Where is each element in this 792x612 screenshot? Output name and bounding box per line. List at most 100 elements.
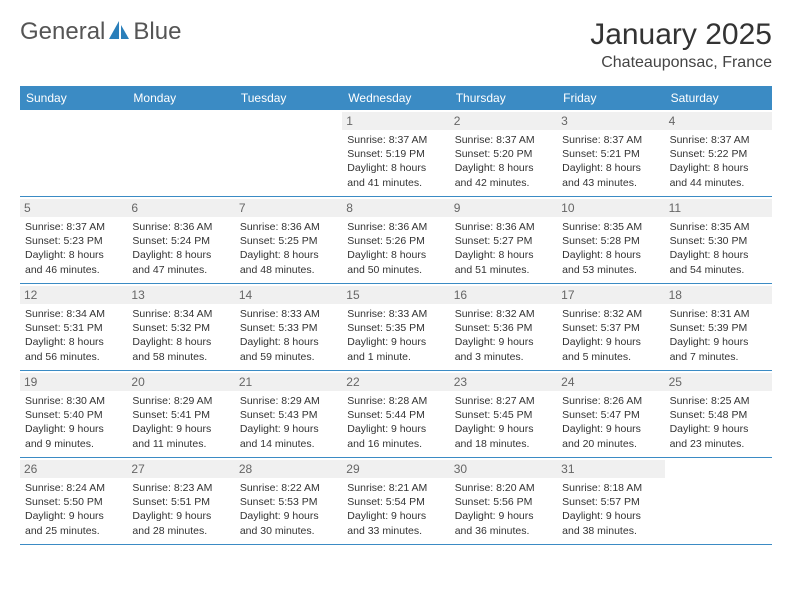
daylight1-text: Daylight: 9 hours <box>455 422 552 436</box>
sunset-text: Sunset: 5:20 PM <box>455 147 552 161</box>
day-number: 27 <box>127 460 234 478</box>
sunset-text: Sunset: 5:39 PM <box>670 321 767 335</box>
sunrise-text: Sunrise: 8:37 AM <box>25 220 122 234</box>
sunset-text: Sunset: 5:57 PM <box>562 495 659 509</box>
sunset-text: Sunset: 5:48 PM <box>670 408 767 422</box>
day-number: 8 <box>342 199 449 217</box>
day-number: 24 <box>557 373 664 391</box>
day-number: 5 <box>20 199 127 217</box>
daylight2-text: and 11 minutes. <box>132 437 229 451</box>
daylight1-text: Daylight: 9 hours <box>670 335 767 349</box>
sunrise-text: Sunrise: 8:33 AM <box>347 307 444 321</box>
daylight1-text: Daylight: 9 hours <box>240 509 337 523</box>
daylight1-text: Daylight: 9 hours <box>25 422 122 436</box>
sunset-text: Sunset: 5:40 PM <box>25 408 122 422</box>
daylight1-text: Daylight: 9 hours <box>670 422 767 436</box>
day-number: 19 <box>20 373 127 391</box>
daylight2-text: and 1 minute. <box>347 350 444 364</box>
day-cell: 16Sunrise: 8:32 AMSunset: 5:36 PMDayligh… <box>450 284 557 370</box>
day-cell: 8 Sunrise: 8:36 AMSunset: 5:26 PMDaylight… <box>342 197 449 283</box>
sunset-text: Sunset: 5:43 PM <box>240 408 337 422</box>
day-cell: 23Sunrise: 8:27 AMSunset: 5:45 PMDayligh… <box>450 371 557 457</box>
sunrise-text: Sunrise: 8:21 AM <box>347 481 444 495</box>
sunrise-text: Sunrise: 8:32 AM <box>562 307 659 321</box>
day-cell: 25 Sunrise: 8:25 AMSunset: 5:48 PMDayligh… <box>665 371 772 457</box>
daylight2-text: and 16 minutes. <box>347 437 444 451</box>
week-row: 19Sunrise: 8:30 AMSunset: 5:40 PMDayligh… <box>20 371 772 458</box>
sunrise-text: Sunrise: 8:33 AM <box>240 307 337 321</box>
day-cell: 4Sunrise: 8:37 AMSunset: 5:22 PMDaylight… <box>665 110 772 196</box>
day-cell: 24Sunrise: 8:26 AMSunset: 5:47 PMDayligh… <box>557 371 664 457</box>
day-number: 30 <box>450 460 557 478</box>
daylight2-text: and 28 minutes. <box>132 524 229 538</box>
day-cell: 11Sunrise: 8:35 AMSunset: 5:30 PMDayligh… <box>665 197 772 283</box>
daylight2-text: and 18 minutes. <box>455 437 552 451</box>
daylight1-text: Daylight: 8 hours <box>347 248 444 262</box>
sunrise-text: Sunrise: 8:37 AM <box>347 133 444 147</box>
daylight2-text: and 48 minutes. <box>240 263 337 277</box>
daylight1-text: Daylight: 9 hours <box>132 509 229 523</box>
sunrise-text: Sunrise: 8:35 AM <box>670 220 767 234</box>
sunset-text: Sunset: 5:41 PM <box>132 408 229 422</box>
day-number: 26 <box>20 460 127 478</box>
day-cell: 18 Sunrise: 8:31 AMSunset: 5:39 PMDayligh… <box>665 284 772 370</box>
daylight1-text: Daylight: 9 hours <box>240 422 337 436</box>
day-cell: 12Sunrise: 8:34 AMSunset: 5:31 PMDayligh… <box>20 284 127 370</box>
daylight1-text: Daylight: 8 hours <box>670 248 767 262</box>
weekday-header: Wednesday <box>342 86 449 110</box>
daylight2-text: and 7 minutes. <box>670 350 767 364</box>
daylight2-text: and 46 minutes. <box>25 263 122 277</box>
sunrise-text: Sunrise: 8:27 AM <box>455 394 552 408</box>
sunrise-text: Sunrise: 8:37 AM <box>562 133 659 147</box>
day-cell: 14Sunrise: 8:33 AMSunset: 5:33 PMDayligh… <box>235 284 342 370</box>
day-cell: 27Sunrise: 8:23 AMSunset: 5:51 PMDayligh… <box>127 458 234 544</box>
title-block: January 2025 Chateauponsac, France <box>590 18 772 72</box>
sunset-text: Sunset: 5:25 PM <box>240 234 337 248</box>
sunrise-text: Sunrise: 8:24 AM <box>25 481 122 495</box>
day-cell: 26Sunrise: 8:24 AMSunset: 5:50 PMDayligh… <box>20 458 127 544</box>
day-number: 22 <box>342 373 449 391</box>
day-cell: 10Sunrise: 8:35 AMSunset: 5:28 PMDayligh… <box>557 197 664 283</box>
daylight2-text: and 54 minutes. <box>670 263 767 277</box>
weekday-header: Saturday <box>665 86 772 110</box>
day-number: 7 <box>235 199 342 217</box>
sunrise-text: Sunrise: 8:25 AM <box>670 394 767 408</box>
sunrise-text: Sunrise: 8:37 AM <box>670 133 767 147</box>
sunrise-text: Sunrise: 8:28 AM <box>347 394 444 408</box>
sunrise-text: Sunrise: 8:26 AM <box>562 394 659 408</box>
day-cell: 17Sunrise: 8:32 AMSunset: 5:37 PMDayligh… <box>557 284 664 370</box>
weekday-header: Friday <box>557 86 664 110</box>
day-cell: 19Sunrise: 8:30 AMSunset: 5:40 PMDayligh… <box>20 371 127 457</box>
day-number: 10 <box>557 199 664 217</box>
sunset-text: Sunset: 5:44 PM <box>347 408 444 422</box>
day-number: 18 <box>665 286 772 304</box>
day-cell: 22Sunrise: 8:28 AMSunset: 5:44 PMDayligh… <box>342 371 449 457</box>
sunset-text: Sunset: 5:23 PM <box>25 234 122 248</box>
day-number: 4 <box>665 112 772 130</box>
sunset-text: Sunset: 5:26 PM <box>347 234 444 248</box>
sunset-text: Sunset: 5:31 PM <box>25 321 122 335</box>
day-number: 3 <box>557 112 664 130</box>
daylight2-text: and 56 minutes. <box>25 350 122 364</box>
daylight1-text: Daylight: 8 hours <box>455 248 552 262</box>
day-number: 13 <box>127 286 234 304</box>
day-number <box>665 460 772 478</box>
day-number: 12 <box>20 286 127 304</box>
day-cell: 3Sunrise: 8:37 AMSunset: 5:21 PMDaylight… <box>557 110 664 196</box>
header: General Blue January 2025 Chateauponsac,… <box>20 18 772 72</box>
day-number: 29 <box>342 460 449 478</box>
daylight1-text: Daylight: 8 hours <box>240 248 337 262</box>
daylight2-text: and 30 minutes. <box>240 524 337 538</box>
week-row: 5 Sunrise: 8:37 AMSunset: 5:23 PM Daylight… <box>20 197 772 284</box>
sunrise-text: Sunrise: 8:34 AM <box>25 307 122 321</box>
daylight1-text: Daylight: 9 hours <box>347 335 444 349</box>
day-number: 16 <box>450 286 557 304</box>
sunrise-text: Sunrise: 8:31 AM <box>670 307 767 321</box>
day-cell: 6Sunrise: 8:36 AMSunset: 5:24 PMDaylight… <box>127 197 234 283</box>
day-number: 25 <box>665 373 772 391</box>
daylight2-text: and 42 minutes. <box>455 176 552 190</box>
sunrise-text: Sunrise: 8:36 AM <box>347 220 444 234</box>
daylight2-text: and 9 minutes. <box>25 437 122 451</box>
day-number: 6 <box>127 199 234 217</box>
sunset-text: Sunset: 5:27 PM <box>455 234 552 248</box>
